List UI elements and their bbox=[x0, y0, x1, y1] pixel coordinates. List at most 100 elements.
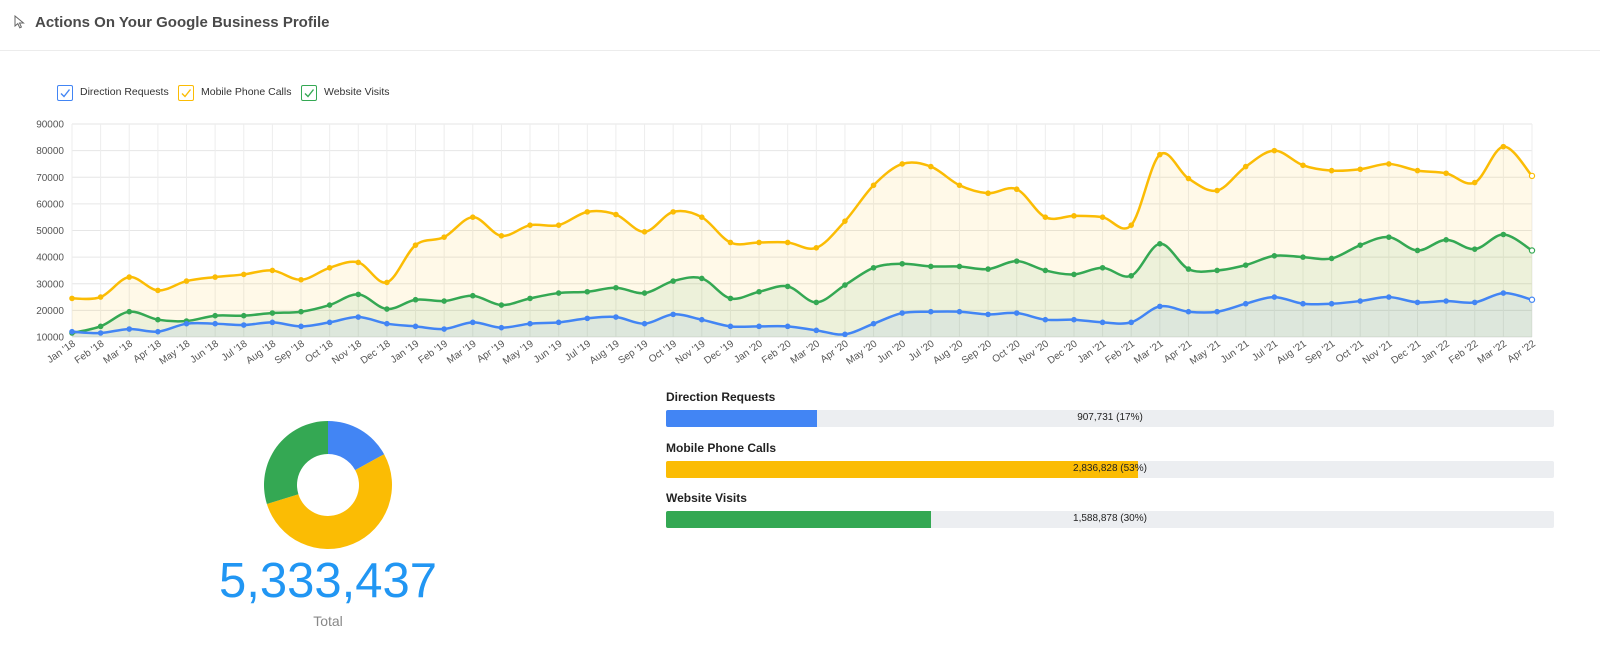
data-point[interactable] bbox=[899, 260, 905, 267]
donut-slice[interactable] bbox=[266, 454, 392, 549]
data-point[interactable] bbox=[1185, 308, 1192, 315]
data-point[interactable] bbox=[126, 308, 133, 315]
data-point[interactable] bbox=[956, 182, 963, 189]
data-point[interactable] bbox=[699, 214, 705, 220]
data-point[interactable] bbox=[870, 264, 877, 271]
data-point[interactable] bbox=[326, 264, 333, 271]
data-point[interactable] bbox=[97, 294, 104, 300]
data-point[interactable] bbox=[641, 320, 648, 327]
data-point[interactable] bbox=[441, 234, 447, 240]
data-point[interactable] bbox=[1242, 163, 1249, 170]
data-point[interactable] bbox=[1214, 267, 1220, 274]
data-point[interactable] bbox=[842, 331, 848, 338]
data-point[interactable] bbox=[1328, 255, 1335, 262]
data-point[interactable] bbox=[756, 288, 762, 295]
data-point[interactable] bbox=[584, 209, 591, 215]
data-point[interactable] bbox=[527, 320, 533, 327]
data-point[interactable] bbox=[126, 326, 133, 332]
data-point[interactable] bbox=[155, 316, 161, 323]
data-point[interactable] bbox=[1300, 254, 1306, 260]
data-point[interactable] bbox=[212, 320, 218, 327]
data-point[interactable] bbox=[899, 161, 905, 167]
data-point[interactable] bbox=[1071, 213, 1077, 219]
data-point[interactable] bbox=[1471, 246, 1478, 252]
data-point[interactable] bbox=[298, 308, 304, 315]
data-point[interactable] bbox=[1242, 262, 1249, 268]
data-point[interactable] bbox=[412, 242, 419, 248]
data-point[interactable] bbox=[1214, 187, 1220, 194]
data-point[interactable] bbox=[298, 276, 304, 283]
data-point[interactable] bbox=[1300, 300, 1306, 307]
data-point[interactable] bbox=[985, 190, 991, 197]
data-point[interactable] bbox=[1242, 300, 1249, 307]
data-point[interactable] bbox=[298, 323, 304, 330]
data-point[interactable] bbox=[527, 222, 533, 228]
data-point[interactable] bbox=[842, 218, 848, 224]
data-point[interactable] bbox=[813, 327, 820, 334]
data-point[interactable] bbox=[699, 316, 705, 323]
data-point[interactable] bbox=[69, 328, 75, 335]
data-point[interactable] bbox=[813, 245, 820, 251]
data-point[interactable] bbox=[269, 310, 276, 316]
data-point[interactable] bbox=[699, 275, 705, 282]
data-point[interactable] bbox=[1099, 319, 1106, 326]
data-point[interactable] bbox=[555, 222, 562, 228]
data-point[interactable] bbox=[1128, 319, 1135, 326]
data-point[interactable] bbox=[1042, 267, 1049, 274]
data-point[interactable] bbox=[1071, 271, 1077, 278]
data-point[interactable] bbox=[1328, 300, 1335, 307]
data-point[interactable] bbox=[928, 163, 934, 170]
data-point[interactable] bbox=[584, 315, 591, 322]
data-point[interactable] bbox=[870, 182, 877, 189]
data-point[interactable] bbox=[641, 229, 648, 235]
data-point[interactable] bbox=[1414, 299, 1421, 306]
data-point[interactable] bbox=[756, 239, 762, 246]
data-point[interactable] bbox=[1357, 166, 1364, 173]
data-point[interactable] bbox=[1443, 298, 1449, 304]
data-point[interactable] bbox=[1443, 237, 1449, 243]
data-point[interactable] bbox=[412, 323, 419, 330]
data-point[interactable] bbox=[1185, 175, 1192, 182]
data-point[interactable] bbox=[670, 278, 676, 284]
data-point[interactable] bbox=[355, 259, 362, 266]
data-point[interactable] bbox=[727, 239, 734, 246]
data-point[interactable] bbox=[1214, 308, 1220, 315]
data-point[interactable] bbox=[1157, 303, 1163, 310]
data-point[interactable] bbox=[641, 290, 648, 296]
data-point[interactable] bbox=[1328, 167, 1335, 174]
data-point[interactable] bbox=[670, 209, 676, 215]
data-point[interactable] bbox=[1386, 161, 1392, 167]
data-point[interactable] bbox=[498, 324, 505, 331]
data-point[interactable] bbox=[1528, 296, 1536, 303]
data-point[interactable] bbox=[727, 323, 734, 330]
data-point[interactable] bbox=[240, 271, 247, 278]
data-point[interactable] bbox=[985, 311, 991, 318]
data-point[interactable] bbox=[928, 263, 934, 270]
data-point[interactable] bbox=[240, 322, 247, 328]
data-point[interactable] bbox=[1528, 247, 1536, 254]
data-point[interactable] bbox=[384, 320, 390, 327]
checkbox-icon[interactable] bbox=[178, 85, 194, 101]
data-point[interactable] bbox=[1013, 186, 1020, 193]
data-point[interactable] bbox=[155, 287, 161, 294]
data-point[interactable] bbox=[899, 310, 905, 316]
data-point[interactable] bbox=[1471, 299, 1478, 306]
data-point[interactable] bbox=[555, 290, 562, 296]
data-point[interactable] bbox=[1271, 147, 1278, 154]
data-point[interactable] bbox=[1071, 316, 1077, 323]
data-point[interactable] bbox=[727, 295, 734, 302]
data-point[interactable] bbox=[842, 282, 848, 288]
data-point[interactable] bbox=[69, 295, 75, 302]
data-point[interactable] bbox=[1157, 241, 1163, 247]
data-point[interactable] bbox=[813, 299, 820, 306]
donut-slice[interactable] bbox=[264, 421, 328, 504]
checkbox-icon[interactable] bbox=[57, 85, 73, 101]
data-point[interactable] bbox=[956, 263, 963, 270]
data-point[interactable] bbox=[1013, 258, 1020, 264]
data-point[interactable] bbox=[870, 320, 877, 327]
data-point[interactable] bbox=[584, 288, 591, 295]
data-point[interactable] bbox=[1414, 247, 1421, 254]
data-point[interactable] bbox=[1471, 179, 1478, 186]
data-point[interactable] bbox=[412, 296, 419, 303]
data-point[interactable] bbox=[1271, 252, 1278, 259]
